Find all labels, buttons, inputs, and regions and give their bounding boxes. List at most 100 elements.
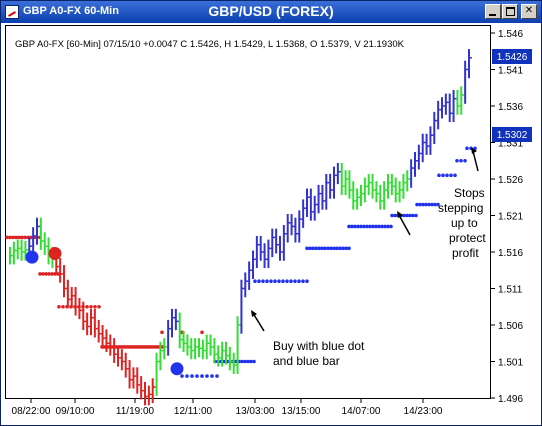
stop-dot: [265, 279, 269, 284]
y-tick-label: 1.516: [498, 248, 523, 259]
stop-dot: [93, 304, 97, 309]
y-tick-label: 1.506: [498, 321, 523, 332]
y-tick-label: 1.501: [498, 358, 523, 369]
stop-dot: [341, 246, 345, 251]
stop-dot: [344, 246, 348, 251]
x-tick-label: 13/03:00: [236, 406, 275, 417]
stop-annotation-line3: up to: [451, 216, 478, 230]
close-button[interactable]: ✕: [521, 4, 537, 19]
stop-dot: [359, 224, 363, 229]
stop-dot: [329, 246, 333, 251]
stop-dot: [390, 213, 394, 218]
y-tick-label: 1.546: [498, 29, 523, 40]
stop-dot: [38, 272, 42, 276]
stop-dot: [17, 235, 21, 240]
signal-dot: [25, 250, 39, 264]
stop-dot: [314, 246, 318, 251]
stop-dot: [269, 279, 273, 284]
y-tick-label: 1.521: [498, 212, 523, 223]
stop-dot: [308, 246, 312, 251]
y-tick-label: 1.541: [498, 66, 523, 77]
stop-dot: [23, 235, 27, 240]
stop-dot: [408, 213, 412, 218]
stop-dot: [253, 279, 257, 284]
stop-annotation-arrow-1: [398, 214, 411, 236]
stop-dot: [305, 279, 309, 284]
stop-dot: [301, 279, 305, 284]
stop-dot: [261, 279, 265, 284]
stop-dot: [249, 359, 253, 364]
stop-dot: [383, 224, 387, 229]
stop-dot: [365, 224, 369, 229]
price-bars-layer: [9, 49, 472, 406]
stop-dot: [47, 272, 51, 276]
stop-arrow-head-2: [471, 147, 477, 154]
last-price-label: 1.5426: [497, 52, 528, 63]
stop-dot: [11, 235, 15, 240]
maximize-button[interactable]: [502, 4, 518, 19]
stop-dot: [389, 224, 393, 229]
trailing-stop-layer: [5, 146, 477, 378]
stop-dot: [418, 202, 422, 207]
minimize-button[interactable]: [485, 4, 501, 19]
window-title: GBP A0-FX 60-Min: [23, 5, 119, 17]
stop-dot: [185, 374, 189, 378]
y-tick-label: 1.536: [498, 102, 523, 113]
title-bar[interactable]: GBP A0-FX 60-Min GBP/USD (FOREX) ✕: [1, 1, 541, 23]
stop-dot: [362, 224, 366, 229]
stop-dot: [41, 272, 45, 276]
stop-dot: [97, 304, 101, 309]
stop-dot: [57, 304, 61, 309]
stop-dot: [205, 374, 209, 378]
stop-dot: [371, 224, 375, 229]
stop-dot: [437, 173, 441, 178]
stop-dot: [465, 146, 469, 151]
stop-dot: [377, 224, 381, 229]
stop-dot: [353, 224, 357, 229]
stop-dot: [285, 279, 289, 284]
stop-dot: [20, 235, 24, 240]
stop-dot: [436, 202, 440, 207]
stop-dot: [347, 246, 351, 251]
stop-dot: [427, 202, 431, 207]
stop-dot: [338, 246, 342, 251]
stop-dot: [273, 279, 277, 284]
stop-dot: [411, 213, 415, 218]
stop-arrow-head-1: [397, 211, 403, 218]
stop-dot: [430, 202, 434, 207]
y-axis: 1.546 1.541 1.536 1.531 1.526 1.521 1.516 1.511…: [490, 29, 523, 405]
stop-dot: [305, 246, 309, 251]
stop-dot: [5, 235, 9, 240]
x-tick-label: 11/19:00: [116, 406, 155, 417]
chart-app-icon[interactable]: [5, 5, 19, 19]
y-tick-label: 1.526: [498, 175, 523, 186]
stop-annotation-arrow-2: [472, 150, 479, 172]
last-price-box: [492, 49, 532, 64]
stop-dot: [414, 213, 418, 218]
stop-dot: [356, 224, 360, 229]
stop-dot: [180, 374, 184, 378]
x-axis: 08/22:00 09/10:00 11/19:00 12/11:00 13/03:00…: [12, 398, 443, 417]
stop-dot: [335, 246, 339, 251]
stop-dot: [323, 246, 327, 251]
stop-dot: [317, 246, 321, 251]
stop-annotation-line1: Stops: [454, 186, 485, 200]
y-tick-label: 1.496: [498, 394, 523, 405]
stop-dot: [449, 173, 453, 178]
signal-dot: [48, 246, 62, 260]
stop-annotation-line5: profit: [452, 246, 479, 260]
stop-dot: [459, 158, 463, 163]
stop-dot: [190, 374, 194, 378]
stop-dot: [320, 246, 324, 251]
stop-dot: [61, 304, 65, 309]
x-tick-label: 14/07:00: [342, 406, 381, 417]
stop-dot: [453, 173, 457, 178]
buy-arrow-head: [251, 310, 257, 317]
stop-dot: [332, 246, 336, 251]
x-tick-label: 08/22:00: [12, 406, 51, 417]
stop-annotation-line4: protect: [449, 231, 486, 245]
x-tick-label: 13/15:00: [282, 406, 321, 417]
stop-price-label: 1.5302: [497, 130, 528, 141]
stop-dot: [200, 330, 204, 335]
stop-dot: [350, 224, 354, 229]
